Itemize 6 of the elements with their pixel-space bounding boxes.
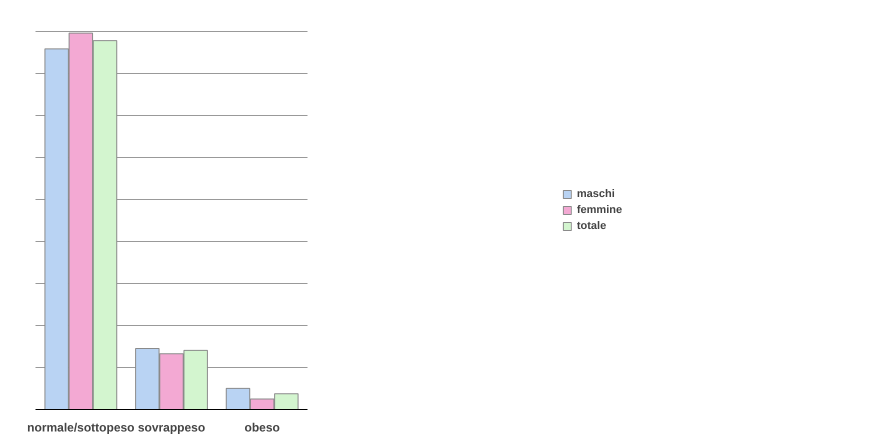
legend-label: femmine <box>576 204 622 216</box>
legend-label: totale <box>576 220 606 232</box>
x-tick-label: normale/sottopeso <box>27 420 135 434</box>
legend-label: maschi <box>576 188 615 200</box>
x-tick-label: obeso <box>244 420 280 434</box>
x-tick-label: sovrappeso <box>138 420 206 434</box>
